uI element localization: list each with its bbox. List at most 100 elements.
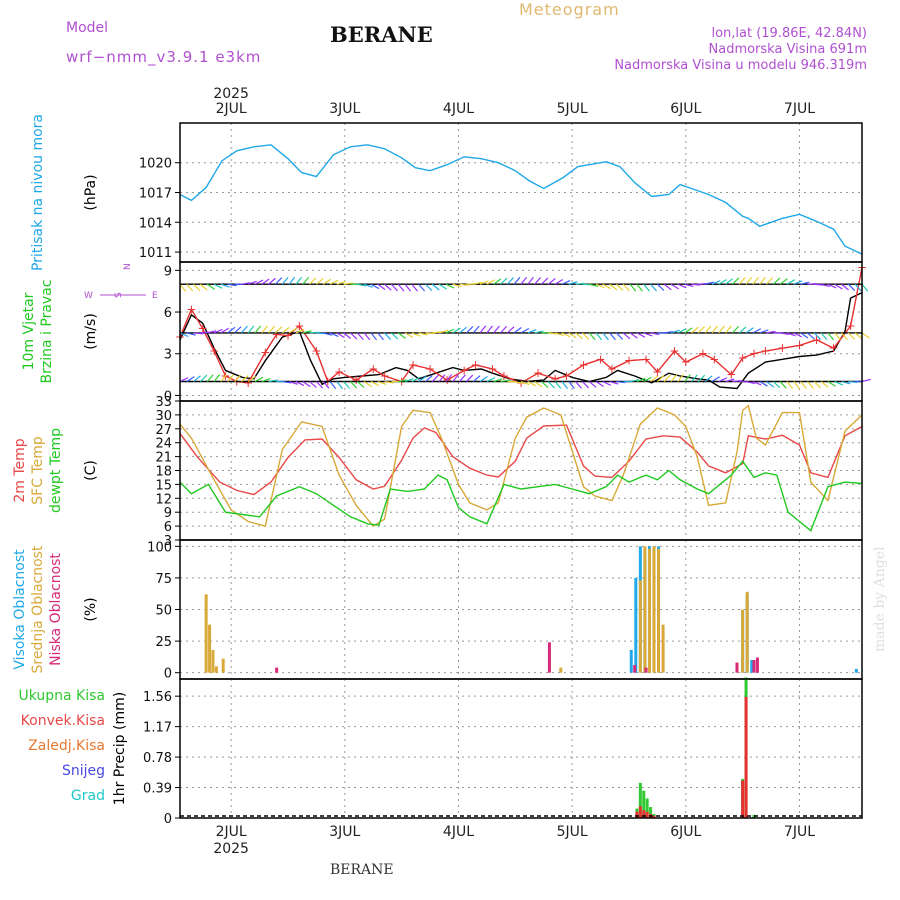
wind-arrow: [234, 326, 242, 334]
wind-arrow: [581, 332, 590, 340]
wind-arrow: [356, 332, 364, 341]
wind-arrow: [622, 332, 631, 340]
wind-arrow: [431, 283, 440, 291]
day-label-bottom: 4JUL: [443, 824, 474, 840]
wind-arrow: [179, 377, 189, 383]
wind-arrow: [309, 381, 317, 388]
wind-arrow: [322, 381, 330, 389]
bar: [214, 666, 218, 673]
panel-pressure: 1011 1014 1017 1020 Pritisak na nivou mora (h…: [30, 114, 863, 271]
wind-arrow: [302, 277, 310, 285]
y-tick-label: 0: [164, 812, 172, 827]
wind-arrow: [240, 375, 249, 382]
bar: [221, 658, 225, 673]
y-tick-label: 1017: [139, 187, 172, 202]
wind-arrow: [295, 381, 305, 387]
y-tick-label: 75: [155, 572, 172, 587]
wind-arrow: [411, 283, 418, 292]
wind-arrow: [772, 277, 781, 285]
y-tick-label: 9: [164, 506, 172, 521]
wind-arrow: [793, 332, 803, 338]
wind-arrow: [745, 380, 755, 385]
bar: [642, 790, 646, 818]
wind-arrow: [780, 332, 790, 335]
wind-arrow: [534, 277, 542, 285]
wind-arrow: [247, 325, 255, 334]
bar: [645, 811, 649, 818]
wind-arrow: [200, 283, 208, 291]
wind-arrow: [357, 283, 367, 287]
wind-arrow: [602, 283, 611, 290]
wind-arrow: [772, 381, 781, 389]
wind-arrow: [384, 283, 392, 291]
wind-arrow: [834, 380, 844, 386]
panel-precip: 0 0.39 0.78 1.17 1.56 Ukupna Kisa Konvek.Kisa Z…: [18, 677, 863, 827]
wind-arrow: [691, 283, 701, 286]
wind-arrow: [261, 278, 270, 285]
wind-arrow: [220, 374, 227, 382]
wind-arrow: [315, 381, 324, 389]
wind-arrow: [227, 326, 236, 334]
wind-arrow: [711, 280, 721, 285]
wind-arrow: [390, 283, 398, 292]
gust-marker: +: [681, 355, 691, 369]
wind-arrow: [302, 330, 312, 334]
bar: [649, 807, 653, 818]
wind-arrow: [697, 374, 706, 382]
bar: [645, 798, 649, 818]
wind-arrow: [445, 328, 455, 334]
wind-arrow: [595, 381, 604, 387]
wind-arrow: [643, 283, 650, 292]
bar: [211, 649, 215, 673]
bar: [204, 594, 208, 673]
wind-arrow: [268, 379, 278, 383]
gust-marker: +: [709, 352, 719, 366]
day-label-top: 3JUL: [329, 101, 360, 117]
day-label-top: 2JUL: [216, 101, 247, 117]
series-line: [179, 404, 863, 528]
y-tick-label: 27: [155, 423, 172, 438]
wind-arrow: [275, 277, 283, 285]
gust-marker: +: [777, 341, 787, 355]
gust-marker: +: [726, 368, 736, 382]
wind-arrow: [200, 374, 208, 382]
wind-arrow: [309, 331, 319, 334]
y-tick-label: 33: [155, 395, 172, 410]
wind-arrow: [493, 378, 503, 383]
panel-frame: [179, 678, 863, 819]
bar: [275, 667, 279, 673]
wind-arrow: [766, 277, 774, 285]
wind-arrow: [820, 283, 830, 288]
wind-arrow: [479, 280, 489, 285]
bar: [652, 546, 656, 673]
precip-legend-label: Snijeg: [62, 763, 105, 779]
gust-marker: +: [209, 344, 219, 358]
gust-marker: +: [311, 344, 321, 358]
wind-arrow: [786, 332, 796, 337]
y-axis-label: Brzina i Pravac: [39, 280, 55, 384]
wind-arrow: [650, 283, 658, 292]
wind-arrow: [725, 278, 734, 285]
wind-arrow: [684, 327, 693, 334]
wind-arrow: [425, 375, 433, 382]
wind-arrow: [506, 277, 514, 285]
wind-arrow: [629, 379, 640, 383]
y-axis-unit: (hPa): [83, 174, 99, 210]
y-axis-label: SFC Temp: [30, 436, 46, 505]
day-label-bottom: 3JUL: [329, 824, 360, 840]
y-tick-label: 1014: [139, 216, 172, 231]
wind-arrow: [281, 326, 290, 334]
wind-arrow: [766, 330, 776, 334]
wind-arrow: [704, 375, 713, 383]
y-axis-label: 2m Temp: [12, 438, 28, 502]
wind-arrow: [418, 332, 428, 336]
wind-arrow: [534, 381, 543, 388]
day-label-top: 7JUL: [784, 101, 815, 117]
wind-arrow: [370, 332, 378, 341]
series-line: [179, 424, 863, 496]
bar: [642, 810, 646, 818]
wind-arrow: [541, 277, 549, 285]
bar: [633, 665, 637, 673]
wind-arrow: [288, 380, 298, 385]
